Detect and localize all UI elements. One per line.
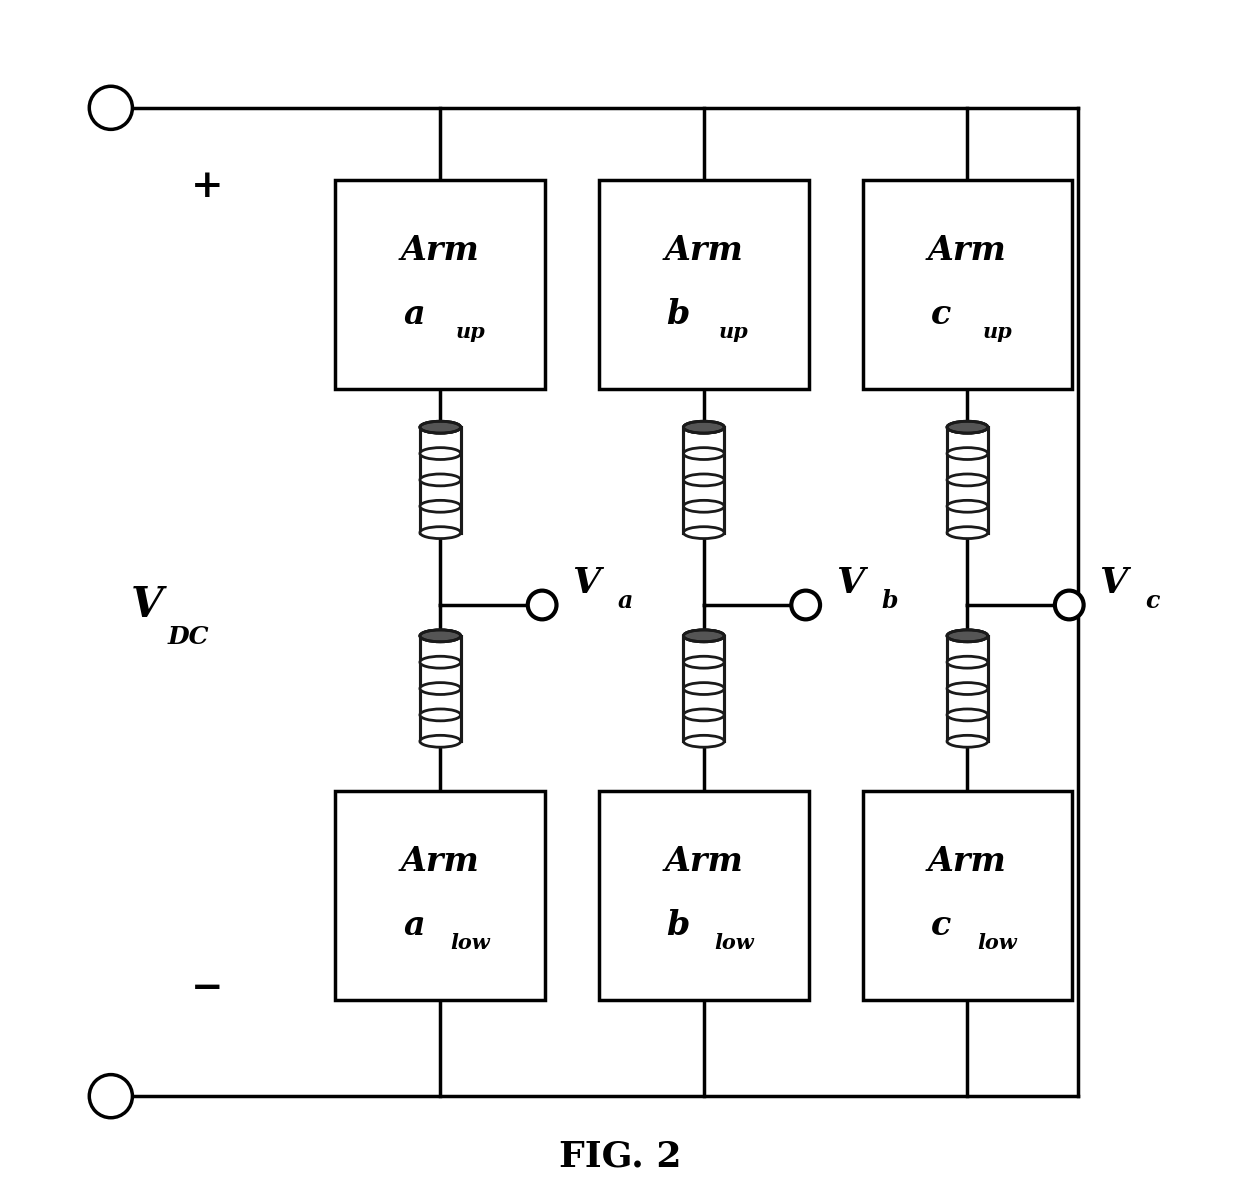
- Ellipse shape: [947, 630, 988, 642]
- Text: b: b: [882, 589, 898, 613]
- Text: Arm: Arm: [665, 235, 743, 267]
- Text: +: +: [191, 167, 223, 205]
- Bar: [599, 791, 808, 1000]
- Ellipse shape: [683, 657, 724, 668]
- Text: b: b: [666, 909, 689, 942]
- Ellipse shape: [420, 736, 461, 748]
- Text: V: V: [1099, 567, 1127, 600]
- Ellipse shape: [683, 422, 724, 434]
- Ellipse shape: [947, 657, 988, 668]
- Ellipse shape: [420, 630, 461, 642]
- Text: b: b: [666, 298, 689, 331]
- Ellipse shape: [420, 474, 461, 486]
- Ellipse shape: [947, 709, 988, 721]
- Text: Arm: Arm: [928, 235, 1007, 267]
- Ellipse shape: [420, 630, 461, 642]
- Text: Arm: Arm: [401, 235, 480, 267]
- Circle shape: [89, 1075, 133, 1118]
- Text: a: a: [618, 589, 632, 613]
- Ellipse shape: [420, 448, 461, 460]
- Bar: [420, 428, 461, 533]
- Ellipse shape: [683, 683, 724, 695]
- Text: Arm: Arm: [401, 846, 480, 878]
- Bar: [863, 180, 1073, 389]
- Ellipse shape: [947, 422, 988, 434]
- Ellipse shape: [683, 422, 724, 434]
- Ellipse shape: [947, 474, 988, 486]
- Bar: [683, 636, 724, 742]
- Ellipse shape: [947, 422, 988, 434]
- Ellipse shape: [683, 630, 724, 642]
- Text: up: up: [982, 322, 1012, 343]
- Circle shape: [89, 86, 133, 129]
- Text: up: up: [719, 322, 749, 343]
- Bar: [599, 180, 808, 389]
- Text: a: a: [403, 298, 425, 331]
- Text: V: V: [130, 583, 162, 627]
- Bar: [947, 636, 988, 742]
- Text: V: V: [572, 567, 600, 600]
- Text: Arm: Arm: [665, 846, 743, 878]
- Ellipse shape: [683, 448, 724, 460]
- Text: low: low: [450, 933, 490, 954]
- Ellipse shape: [420, 422, 461, 434]
- Bar: [683, 428, 724, 533]
- Ellipse shape: [420, 709, 461, 721]
- Text: low: low: [714, 933, 754, 954]
- Ellipse shape: [947, 527, 988, 539]
- Ellipse shape: [947, 683, 988, 695]
- Text: c: c: [1145, 589, 1159, 613]
- Ellipse shape: [947, 736, 988, 748]
- Ellipse shape: [683, 709, 724, 721]
- Text: −: −: [191, 969, 223, 1008]
- Text: a: a: [403, 909, 425, 942]
- Text: V: V: [836, 567, 863, 600]
- Ellipse shape: [420, 501, 461, 513]
- Ellipse shape: [683, 474, 724, 486]
- Text: up: up: [455, 322, 485, 343]
- Circle shape: [1055, 591, 1084, 619]
- Text: c: c: [931, 298, 951, 331]
- Ellipse shape: [947, 448, 988, 460]
- Circle shape: [791, 591, 820, 619]
- Bar: [336, 791, 546, 1000]
- Bar: [420, 636, 461, 742]
- Ellipse shape: [683, 527, 724, 539]
- Bar: [947, 428, 988, 533]
- Ellipse shape: [683, 630, 724, 642]
- Text: low: low: [977, 933, 1017, 954]
- Circle shape: [528, 591, 557, 619]
- Ellipse shape: [420, 657, 461, 668]
- Bar: [336, 180, 546, 389]
- Bar: [863, 791, 1073, 1000]
- Ellipse shape: [420, 683, 461, 695]
- Ellipse shape: [683, 736, 724, 748]
- Ellipse shape: [683, 501, 724, 513]
- Ellipse shape: [420, 422, 461, 434]
- Ellipse shape: [420, 527, 461, 539]
- Text: Arm: Arm: [928, 846, 1007, 878]
- Text: FIG. 2: FIG. 2: [559, 1139, 681, 1173]
- Text: c: c: [931, 909, 951, 942]
- Ellipse shape: [947, 630, 988, 642]
- Text: DC: DC: [167, 625, 210, 649]
- Ellipse shape: [947, 501, 988, 513]
